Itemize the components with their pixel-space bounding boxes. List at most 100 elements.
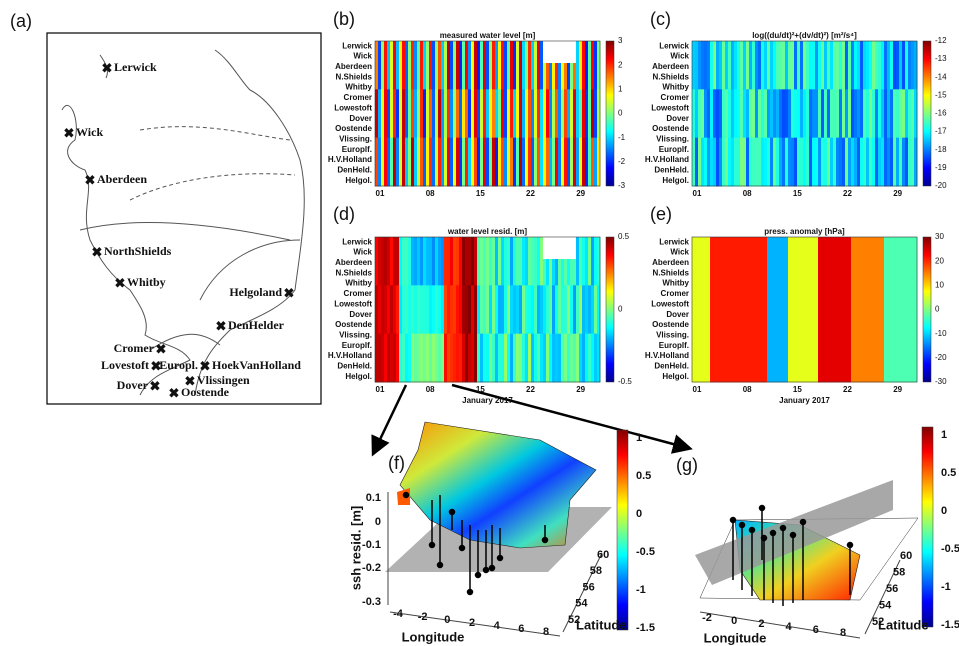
heatmap-cell bbox=[839, 41, 843, 90]
heatmap-cell bbox=[516, 237, 520, 286]
heatmap-cell bbox=[501, 137, 505, 187]
heatmap-cell bbox=[737, 333, 741, 383]
heatmap-cell bbox=[899, 137, 903, 187]
heatmap-cell bbox=[525, 89, 529, 139]
time-tick-label: 15 bbox=[793, 385, 802, 394]
heatmap-cell bbox=[851, 137, 855, 187]
time-tick-label: 29 bbox=[893, 189, 902, 198]
heatmap-cell bbox=[788, 89, 792, 139]
heatmap-cell bbox=[507, 285, 511, 335]
heatmap-cell bbox=[914, 137, 918, 187]
heatmap-cell bbox=[540, 285, 544, 335]
heatmap-cell bbox=[444, 333, 448, 383]
colorbar bbox=[922, 40, 932, 187]
panel-label: (b) bbox=[333, 9, 355, 29]
heatmap-cell bbox=[770, 41, 774, 90]
heatmap-cell bbox=[426, 137, 430, 187]
heatmap-cell bbox=[474, 333, 478, 383]
heatmap-cell bbox=[585, 41, 589, 90]
heatmap-cell bbox=[803, 137, 807, 187]
heatmap-cell bbox=[591, 237, 595, 286]
heatmap-cell bbox=[848, 137, 852, 187]
heatmap-cell bbox=[743, 237, 747, 286]
heatmap-cell bbox=[534, 137, 538, 187]
heatmap-cell bbox=[549, 333, 553, 383]
heatmap-cell bbox=[866, 285, 870, 335]
heatmap-cell bbox=[710, 137, 714, 187]
heatmap-cell bbox=[737, 285, 741, 335]
heatmap-cell bbox=[393, 285, 397, 335]
station-tick-label: Oostende bbox=[335, 124, 372, 133]
heatmap-cell bbox=[504, 137, 508, 187]
y-tick-label: 52 bbox=[568, 614, 580, 626]
x-tick-label: 6 bbox=[813, 624, 819, 636]
heatmap-cell bbox=[812, 237, 816, 286]
heatmap-cell bbox=[459, 237, 463, 286]
heatmap-cell bbox=[480, 89, 484, 139]
heatmap-cell bbox=[408, 89, 412, 139]
heatmap-frame bbox=[691, 236, 918, 383]
heatmap-cell bbox=[384, 333, 388, 383]
heatmap-cell bbox=[495, 333, 499, 383]
heatmap-cell bbox=[507, 89, 511, 139]
heatmap-cell bbox=[456, 333, 460, 383]
heatmap-cell bbox=[423, 41, 427, 90]
heatmap-cell bbox=[486, 237, 490, 286]
colorbar-tick-label: -12 bbox=[935, 36, 947, 45]
heatmap-cell bbox=[755, 89, 759, 139]
heatmap-cell bbox=[588, 89, 592, 139]
heatmap-cell bbox=[725, 333, 729, 383]
heatmap-cell bbox=[740, 41, 744, 90]
z-tick-label: -0.3 bbox=[362, 596, 381, 608]
station-label: Lovestoft bbox=[101, 358, 149, 372]
heatmap-cell bbox=[543, 333, 547, 383]
heatmap-cell bbox=[860, 41, 864, 90]
heatmap-cell bbox=[459, 137, 463, 187]
heatmap-cell bbox=[525, 41, 529, 90]
colorbar-tick-label: -3 bbox=[618, 181, 626, 190]
station-tick-label: DenHeld. bbox=[654, 166, 689, 175]
heatmap-cell bbox=[836, 333, 840, 383]
station-tick-label: Lowestoft bbox=[334, 299, 372, 308]
heatmap-cell bbox=[588, 41, 592, 90]
colorbar-tick-label: 1 bbox=[618, 84, 623, 93]
heatmap-cell bbox=[447, 285, 451, 335]
heatmap-cell bbox=[477, 237, 481, 286]
heatmap-cell bbox=[818, 285, 822, 335]
heatmap-cell bbox=[594, 137, 598, 187]
heatmap-cell bbox=[498, 285, 502, 335]
heatmap-cell bbox=[387, 89, 391, 139]
heatmap-cell bbox=[722, 41, 726, 90]
heatmap-cell bbox=[905, 41, 909, 90]
station-tick-label: Whitby bbox=[662, 279, 689, 288]
heatmap-cell bbox=[378, 41, 382, 90]
heatmap-cell bbox=[465, 41, 469, 90]
heatmap-cell bbox=[465, 137, 469, 187]
x-tick-label: 8 bbox=[543, 626, 549, 638]
heatmap-cell bbox=[764, 137, 768, 187]
heatmap-cell bbox=[471, 333, 475, 383]
heatmap-cell bbox=[417, 333, 421, 383]
heatmap-cell bbox=[884, 333, 888, 383]
heatmap-cell bbox=[444, 89, 448, 139]
station-tick-label: Oostende bbox=[652, 320, 689, 329]
heatmap-cell bbox=[779, 137, 783, 187]
heatmap-cell bbox=[375, 285, 379, 335]
heatmap-cell bbox=[872, 237, 876, 286]
heatmap-cell bbox=[471, 237, 475, 286]
missing-data bbox=[543, 41, 576, 63]
heatmap-cell bbox=[483, 333, 487, 383]
heatmap-cell bbox=[522, 285, 526, 335]
heatmap-cell bbox=[785, 137, 789, 187]
heatmap-cell bbox=[812, 41, 816, 90]
heatmap-cell bbox=[797, 137, 801, 187]
heatmap-cell bbox=[483, 41, 487, 90]
y-tick-label: 58 bbox=[893, 566, 905, 578]
heatmap-cell bbox=[549, 285, 553, 335]
heatmap-cell bbox=[704, 89, 708, 139]
colorbar-tick-label: -1 bbox=[636, 584, 646, 596]
station-tick-label: Oostende bbox=[652, 124, 689, 133]
surface-plot-f bbox=[385, 421, 612, 637]
heatmap-cell bbox=[597, 137, 601, 187]
